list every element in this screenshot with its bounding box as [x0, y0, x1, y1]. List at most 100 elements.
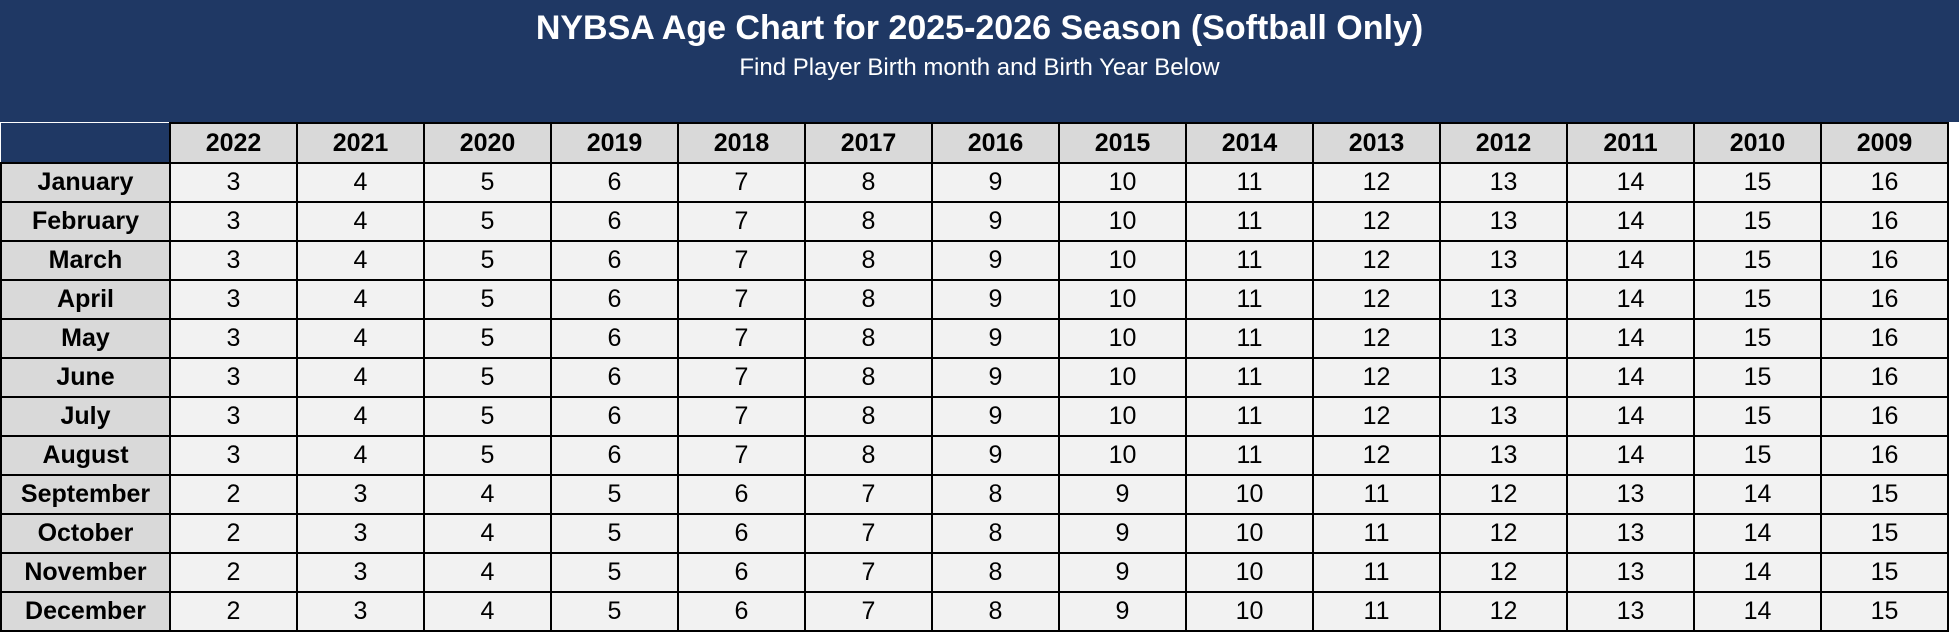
age-cell: 8 — [931, 552, 1060, 593]
table-row: September 2 3 4 5 6 7 8 9 10 11 12 13 14 15 — [0, 474, 1949, 515]
age-cell: 13 — [1439, 357, 1568, 398]
age-cell: 6 — [677, 591, 806, 632]
year-header-row: 2022 2021 2020 2019 2018 2017 2016 2015 2014 2013… — [1, 122, 1949, 164]
table-row: June 3 4 5 6 7 8 9 10 11 12 13 14 15 16 — [0, 357, 1949, 398]
age-cell: 15 — [1693, 240, 1822, 281]
age-cell: 12 — [1439, 552, 1568, 593]
age-cell: 4 — [423, 591, 552, 632]
title-banner — [0, 0, 1959, 122]
age-cell: 15 — [1820, 591, 1949, 632]
age-cell: 7 — [804, 474, 933, 515]
age-cell: 10 — [1058, 357, 1187, 398]
year-header-2011: 2011 — [1566, 122, 1695, 164]
age-cell: 12 — [1439, 513, 1568, 554]
age-cell: 5 — [423, 279, 552, 320]
age-cell: 11 — [1185, 279, 1314, 320]
age-cell: 8 — [931, 513, 1060, 554]
age-cell: 10 — [1058, 396, 1187, 437]
year-header-2013: 2013 — [1312, 122, 1441, 164]
age-cell: 15 — [1820, 552, 1949, 593]
month-label: May — [0, 318, 171, 359]
age-table: 2022 2021 2020 2019 2018 2017 2016 2015 2014 2013… — [0, 122, 1949, 632]
age-cell: 9 — [1058, 591, 1187, 632]
age-cell: 3 — [296, 552, 425, 593]
age-cell: 2 — [169, 552, 298, 593]
age-cell: 6 — [550, 396, 679, 437]
age-cell: 7 — [677, 435, 806, 476]
age-cell: 10 — [1185, 591, 1314, 632]
year-header-2012: 2012 — [1439, 122, 1568, 164]
age-cell: 14 — [1693, 552, 1822, 593]
month-label: March — [0, 240, 171, 281]
age-cell: 15 — [1693, 396, 1822, 437]
year-header-2017: 2017 — [804, 122, 933, 164]
year-header-2010: 2010 — [1693, 122, 1822, 164]
age-cell: 8 — [931, 591, 1060, 632]
age-cell: 15 — [1693, 435, 1822, 476]
age-cell: 6 — [677, 552, 806, 593]
month-label: July — [0, 396, 171, 437]
age-cell: 13 — [1566, 513, 1695, 554]
age-cell: 5 — [550, 513, 679, 554]
age-cell: 13 — [1439, 435, 1568, 476]
age-cell: 3 — [296, 474, 425, 515]
age-cell: 15 — [1693, 357, 1822, 398]
age-cell: 10 — [1185, 474, 1314, 515]
age-cell: 9 — [931, 240, 1060, 281]
age-cell: 15 — [1820, 474, 1949, 515]
age-cell: 9 — [931, 435, 1060, 476]
age-cell: 16 — [1820, 435, 1949, 476]
age-cell: 3 — [169, 279, 298, 320]
age-cell: 11 — [1185, 240, 1314, 281]
age-cell: 12 — [1312, 279, 1441, 320]
age-cell: 3 — [296, 591, 425, 632]
year-header-2016: 2016 — [931, 122, 1060, 164]
table-row: November 2 3 4 5 6 7 8 9 10 11 12 13 14 15 — [0, 552, 1949, 593]
age-cell: 15 — [1693, 279, 1822, 320]
age-cell: 11 — [1185, 357, 1314, 398]
age-cell: 9 — [931, 201, 1060, 242]
age-cell: 3 — [169, 357, 298, 398]
age-cell: 5 — [423, 162, 552, 203]
age-cell: 13 — [1439, 318, 1568, 359]
age-cell: 4 — [296, 162, 425, 203]
year-header-2014: 2014 — [1185, 122, 1314, 164]
year-header-2015: 2015 — [1058, 122, 1187, 164]
age-cell: 4 — [296, 435, 425, 476]
age-cell: 8 — [804, 357, 933, 398]
age-cell: 7 — [677, 162, 806, 203]
age-cell: 6 — [550, 435, 679, 476]
age-cell: 11 — [1185, 318, 1314, 359]
table-row: February 3 4 5 6 7 8 9 10 11 12 13 14 15 16 — [0, 201, 1949, 242]
age-cell: 12 — [1312, 396, 1441, 437]
age-cell: 8 — [804, 201, 933, 242]
age-cell: 14 — [1566, 279, 1695, 320]
age-cell: 8 — [804, 396, 933, 437]
table-row: March 3 4 5 6 7 8 9 10 11 12 13 14 15 16 — [0, 240, 1949, 281]
age-cell: 4 — [296, 396, 425, 437]
age-cell: 12 — [1439, 591, 1568, 632]
age-cell: 5 — [550, 552, 679, 593]
age-cell: 4 — [296, 357, 425, 398]
age-cell: 4 — [423, 474, 552, 515]
age-cell: 9 — [931, 279, 1060, 320]
age-cell: 3 — [169, 396, 298, 437]
age-cell: 3 — [296, 513, 425, 554]
age-cell: 16 — [1820, 162, 1949, 203]
age-cell: 7 — [804, 591, 933, 632]
year-header-2022: 2022 — [169, 122, 298, 164]
age-cell: 11 — [1185, 201, 1314, 242]
age-cell: 2 — [169, 474, 298, 515]
age-cell: 6 — [550, 318, 679, 359]
age-cell: 2 — [169, 591, 298, 632]
age-cell: 5 — [423, 201, 552, 242]
age-cell: 9 — [931, 318, 1060, 359]
age-cell: 11 — [1185, 435, 1314, 476]
year-header-2020: 2020 — [423, 122, 552, 164]
age-cell: 13 — [1439, 396, 1568, 437]
age-cell: 14 — [1566, 240, 1695, 281]
age-cell: 4 — [423, 513, 552, 554]
table-row: January 3 4 5 6 7 8 9 10 11 12 13 14 15 16 — [0, 162, 1949, 203]
age-cell: 12 — [1312, 435, 1441, 476]
age-cell: 10 — [1058, 318, 1187, 359]
